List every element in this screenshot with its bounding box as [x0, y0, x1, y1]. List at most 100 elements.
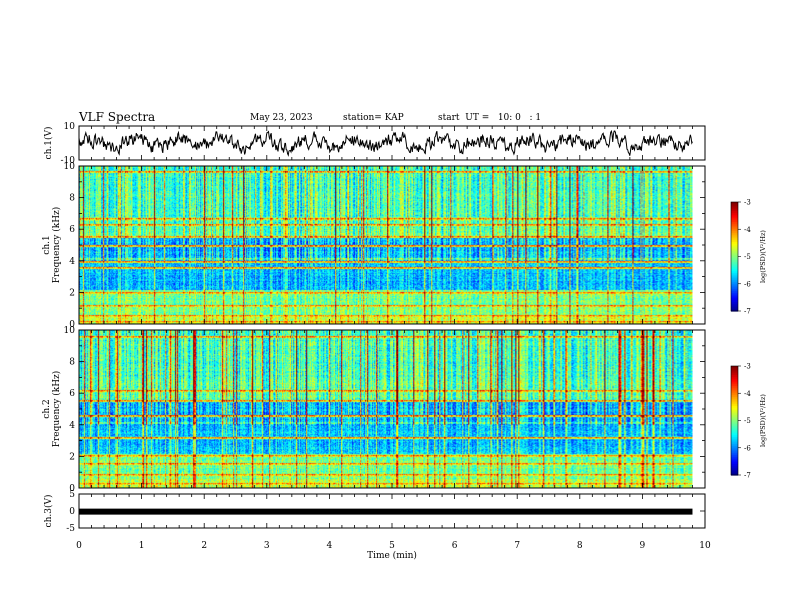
colorbar-cell [731, 460, 738, 463]
colorbar-cell [731, 256, 738, 259]
x-tick-label: 0 [76, 541, 82, 551]
colorbar-cell [731, 389, 738, 393]
colorbar-cell [731, 462, 738, 465]
colorbar-tick-label: -6 [744, 280, 751, 288]
colorbar-cell [731, 438, 738, 442]
x-tick-label: 10 [699, 541, 711, 551]
colorbar-cell [731, 445, 738, 449]
x-axis-label: Time (min) [367, 550, 417, 561]
y-axis-label: ch.3(V) [43, 495, 54, 528]
y-tick-label: 0 [69, 320, 75, 330]
y-tick-label: 8 [69, 358, 75, 368]
ch1-spectrogram-plot [79, 166, 693, 324]
colorbar-cell [731, 261, 738, 265]
colorbar-cell [731, 243, 738, 247]
colorbar-cell [731, 473, 738, 476]
colorbar-tick-label: -4 [744, 390, 751, 398]
colorbar-tick-label: -3 [744, 363, 751, 371]
colorbar-cell [731, 300, 738, 303]
colorbar-cell [731, 404, 738, 407]
start-time-label: start UT = 10: 0 : 1 [438, 113, 542, 123]
colorbar-cell [731, 369, 738, 373]
colorbar-cell [731, 433, 738, 436]
colorbar-cell [731, 223, 738, 227]
colorbar-tick-label: -3 [744, 199, 751, 207]
colorbar-cell [731, 287, 738, 290]
colorbar-cell [731, 307, 738, 310]
y-tick-label: 2 [69, 452, 75, 462]
x-tick-label: 6 [452, 541, 458, 551]
colorbar-cell [731, 276, 738, 279]
colorbar-cell [731, 416, 738, 420]
colorbar-label: log(PSD)(V²/Hz) [759, 230, 767, 283]
y-tick-label: -5 [66, 524, 75, 534]
colorbar-cell [731, 220, 738, 223]
colorbar-cell [731, 387, 738, 391]
colorbar-cell [731, 289, 738, 292]
ch2-spectrogram-plot [79, 330, 693, 488]
colorbar-cell [731, 400, 738, 403]
colorbar-cell [731, 407, 738, 411]
colorbar-cell [731, 455, 738, 458]
ch1-waveform-plot [78, 129, 693, 157]
y-tick-label: 10 [64, 162, 76, 172]
colorbar-cell [731, 296, 738, 299]
colorbar-cell [731, 209, 738, 212]
colorbar-cell [731, 467, 738, 471]
colorbar-cell [731, 471, 738, 474]
x-tick-label: 4 [327, 541, 333, 551]
colorbar-cell [731, 435, 738, 438]
colorbar-cell [731, 444, 738, 447]
colorbar-cell [731, 402, 738, 405]
spectrogram-image [79, 330, 693, 488]
colorbar-cell [731, 212, 738, 216]
colorbar-cell [731, 425, 738, 429]
colorbar-cell [731, 424, 738, 427]
y-axis-label: ch.1 [42, 235, 52, 254]
colorbar-cell [731, 251, 738, 254]
colorbar-cell [731, 241, 738, 245]
colorbar-cell [731, 232, 738, 236]
colorbar-cell [731, 249, 738, 252]
y-tick-label: 4 [69, 421, 75, 431]
colorbar-cell [731, 247, 738, 250]
colorbar-cell [731, 415, 738, 418]
colorbar-cell [731, 245, 738, 249]
colorbar-cell [731, 221, 738, 225]
y-tick-label: 6 [69, 389, 75, 399]
x-tick-label: 5 [389, 541, 395, 551]
colorbar-cell [731, 285, 738, 288]
colorbar-cell [731, 431, 738, 434]
y-tick-label: 2 [69, 288, 75, 298]
colorbar-label: log(PSD)(V²/Hz) [759, 394, 767, 447]
y-axis-label: Frequency (kHz) [51, 207, 62, 284]
station-label: station= KAP [343, 113, 404, 123]
x-tick-label: 3 [264, 541, 270, 551]
colorbar-cell [731, 280, 738, 283]
colorbar-tick-label: -5 [744, 417, 751, 425]
colorbar-cell [731, 267, 738, 270]
colorbar-cell [731, 234, 738, 238]
colorbar-cell [731, 202, 738, 205]
colorbar-cell [731, 366, 738, 369]
colorbar-cell [731, 447, 738, 451]
colorbar-cell [731, 269, 738, 272]
colorbar-cell [731, 413, 738, 416]
colorbar-cell [731, 271, 738, 274]
colorbar-cell [731, 396, 738, 400]
colorbar-cell [731, 422, 738, 425]
colorbar-cell [731, 427, 738, 431]
colorbar-cell [731, 203, 738, 207]
x-tick-label: 9 [640, 541, 646, 551]
x-tick-label: 2 [201, 541, 207, 551]
figure-title: VLF Spectra [79, 110, 156, 124]
colorbar-cell [731, 278, 738, 281]
colorbar-cell [731, 298, 738, 301]
colorbar-cell [731, 301, 738, 305]
colorbar-cell [731, 291, 738, 294]
colorbar-cell [731, 465, 738, 469]
colorbar-cell [731, 238, 738, 241]
colorbar-cell [731, 395, 738, 398]
